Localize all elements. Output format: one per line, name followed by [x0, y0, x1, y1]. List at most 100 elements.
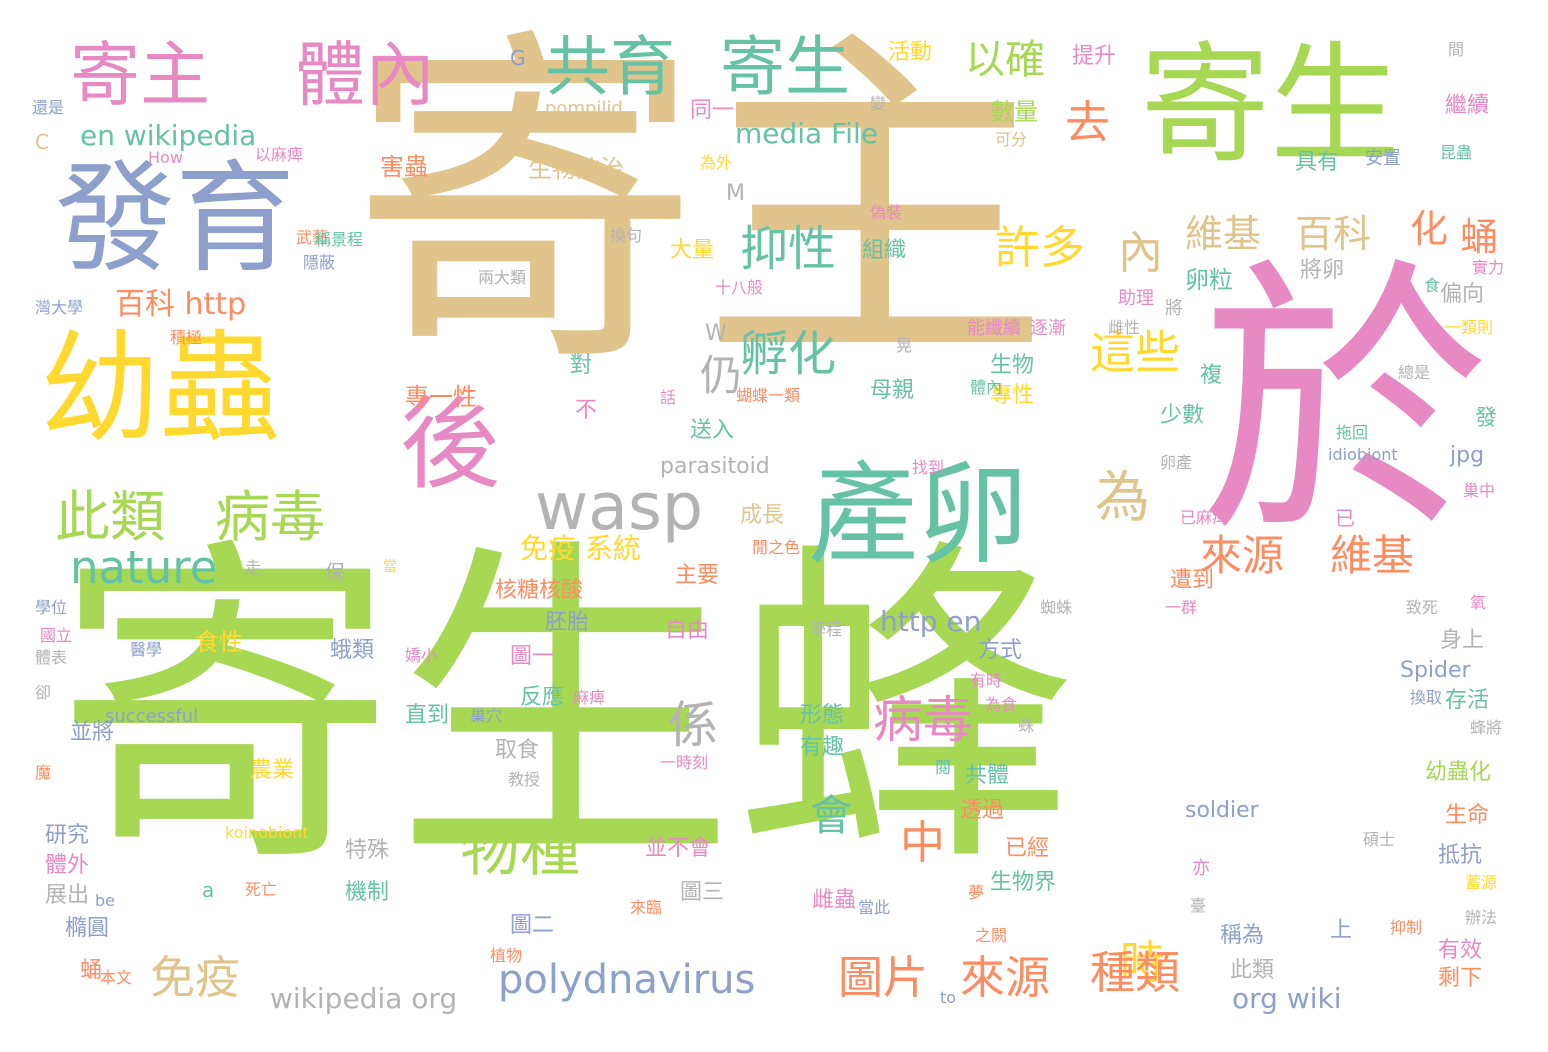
cloud-word: koinobiont: [225, 823, 309, 842]
cloud-word: 體內: [970, 378, 1003, 397]
cloud-word: 魔: [35, 763, 52, 782]
cloud-word: 當: [383, 559, 397, 575]
cloud-word: 抑性: [740, 221, 837, 277]
cloud-word: 圖二: [510, 913, 555, 938]
cloud-word: 能纖續: [967, 318, 1021, 339]
cloud-word: 一時刻: [660, 753, 709, 772]
cloud-word: 換取: [1410, 688, 1443, 707]
cloud-word: polydnavirus: [498, 957, 756, 1003]
cloud-word: wikipedia org: [270, 982, 458, 1015]
cloud-word: 雌蟲: [812, 888, 857, 913]
cloud-word: 稱為: [1220, 923, 1265, 948]
cloud-word: 食: [1424, 276, 1441, 295]
cloud-word: 體外: [45, 853, 90, 878]
cloud-word: 之闕: [975, 926, 1008, 945]
cloud-word: 具有: [1295, 150, 1340, 175]
cloud-word: 學位: [35, 598, 68, 617]
cloud-word: C: [35, 130, 49, 154]
cloud-word: 維基: [1330, 531, 1415, 580]
cloud-word: 蛛: [1018, 716, 1035, 735]
cloud-word: 許多: [995, 221, 1086, 274]
cloud-word: 圖一: [510, 644, 555, 669]
cloud-word: 母親: [870, 378, 915, 403]
cloud-word: 雌性: [1108, 318, 1141, 337]
cloud-word: 偽裝: [870, 203, 903, 222]
cloud-word: 一類則: [1445, 318, 1494, 337]
cloud-word: 組織: [862, 238, 907, 263]
cloud-word: 變: [870, 94, 887, 113]
cloud-word: 閱: [935, 758, 952, 777]
cloud-word: http en: [880, 605, 982, 638]
cloud-word: 以確: [965, 37, 1045, 83]
cloud-word: 灣大學: [35, 298, 84, 317]
cloud-word: 此類: [55, 485, 166, 549]
cloud-word: 寄主: [350, 1, 1050, 409]
cloud-word: 間: [1448, 40, 1465, 59]
cloud-word: 體內: [295, 34, 435, 116]
cloud-word: 病毒: [873, 691, 973, 749]
cloud-word: 致死: [1406, 598, 1439, 617]
cloud-word: 送入: [690, 418, 735, 443]
cloud-word: 為: [1095, 465, 1151, 529]
cloud-word: 發育: [55, 150, 295, 289]
cloud-word: 臺: [1190, 896, 1207, 915]
cloud-word: 走: [245, 558, 262, 577]
cloud-word: 去: [1065, 96, 1111, 149]
cloud-word: 寄生: [720, 30, 851, 105]
cloud-word: 幼蟲化: [1425, 760, 1492, 785]
cloud-word: 晃: [896, 336, 913, 355]
cloud-word: 寄生: [1140, 29, 1401, 181]
cloud-word: 死亡: [245, 880, 278, 899]
cloud-word: 身上: [1440, 628, 1485, 653]
cloud-word: 幼蟲: [40, 320, 280, 459]
cloud-word: 內: [1118, 226, 1164, 279]
cloud-word: 活動: [888, 40, 933, 65]
cloud-word: media File: [735, 117, 878, 150]
cloud-word: 圖三: [680, 880, 725, 905]
cloud-word: 已麻痺: [1180, 508, 1229, 527]
cloud-word: 生物: [990, 353, 1035, 378]
cloud-word: 剩下: [1438, 966, 1483, 991]
cloud-word: 隱蔽: [303, 253, 336, 272]
cloud-word: be: [95, 891, 115, 910]
cloud-word: 為外: [700, 153, 733, 172]
cloud-word: 抑制: [1390, 918, 1423, 937]
cloud-word: 蝴蝶一類: [736, 386, 801, 405]
cloud-word: 還是: [32, 98, 65, 117]
cloud-word: 抵抗: [1438, 843, 1483, 868]
cloud-word: 橢圓: [65, 916, 110, 941]
cloud-word: en wikipedia: [80, 119, 257, 152]
cloud-word: 麻痺: [573, 688, 606, 707]
cloud-word: 物種: [460, 815, 580, 885]
cloud-word: 換句: [610, 226, 643, 245]
cloud-word: soldier: [1185, 798, 1259, 823]
cloud-word: 種類: [1090, 946, 1181, 999]
cloud-word: 十八般: [715, 278, 764, 297]
cloud-word: 為食: [985, 695, 1018, 714]
cloud-word: idiobiont: [1328, 445, 1398, 464]
cloud-word: 成長: [740, 503, 785, 528]
cloud-word: W: [705, 321, 727, 346]
cloud-word: 將卵: [1300, 258, 1345, 283]
cloud-word: a: [202, 878, 215, 902]
cloud-word: 免疫: [150, 951, 241, 1004]
cloud-word: 稱景程: [315, 230, 364, 249]
cloud-word: 農業: [250, 758, 295, 783]
cloud-word: 武藝: [296, 228, 329, 247]
cloud-word: 發: [1475, 406, 1498, 431]
cloud-word: 同一: [690, 98, 735, 123]
cloud-word: 中: [900, 816, 946, 869]
cloud-word: 卵粒: [1185, 266, 1233, 294]
cloud-word: 並將: [70, 720, 115, 745]
cloud-word: 積極: [170, 328, 203, 347]
cloud-word: org wiki: [1232, 982, 1342, 1015]
cloud-word: 寄主: [70, 34, 210, 116]
cloud-word: G: [510, 46, 526, 70]
cloud-word: 係: [668, 696, 718, 754]
cloud-word: 害蟲: [380, 153, 428, 181]
cloud-word: 已經: [1005, 836, 1050, 861]
cloud-word: 直到: [405, 703, 450, 728]
cloud-word: 專一性: [405, 383, 477, 411]
cloud-word: 不: [575, 398, 598, 423]
